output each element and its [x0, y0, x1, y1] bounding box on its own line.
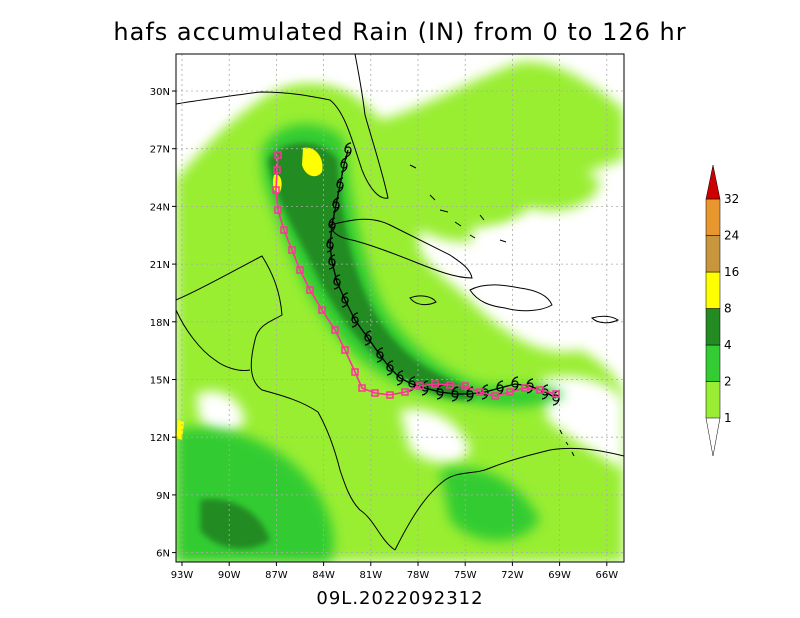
map-title: hafs accumulated Rain (IN) from 0 to 126… — [113, 18, 687, 46]
forecast-square-marker — [416, 382, 424, 390]
lat-tick-label: 24N — [150, 202, 170, 213]
lon-tick-label: 90W — [218, 570, 241, 581]
colorbar-segment — [705, 344, 721, 382]
forecast-square-marker — [446, 381, 454, 389]
colorbar-segment — [705, 235, 721, 273]
forecast-square-marker — [536, 386, 544, 394]
lon-tick-label: 69W — [548, 570, 571, 581]
latitude-axis: 30N 27N 24N 21N 18N 15N 12N 9N 6N — [150, 87, 176, 560]
lon-tick-label: 75W — [454, 570, 477, 581]
lat-tick-label: 30N — [150, 87, 170, 98]
hurricane-symbol-marker — [386, 360, 394, 376]
lon-tick-label: 66W — [595, 570, 618, 581]
lat-tick-label: 9N — [156, 491, 170, 502]
forecast-square-marker — [341, 346, 349, 354]
lat-tick-label: 27N — [150, 145, 170, 156]
colorbar-max-arrow — [705, 164, 721, 200]
lon-tick-label: 87W — [265, 570, 288, 581]
colorbar-segment — [705, 308, 721, 346]
hurricane-symbol-marker — [466, 386, 474, 402]
colorbar-label: 1 — [724, 411, 732, 425]
hurricane-symbol-marker — [333, 274, 341, 290]
map-frame — [175, 53, 625, 563]
colorbar-label: 16 — [724, 265, 739, 279]
colorbar-label: 8 — [724, 302, 732, 316]
forecast-square-marker — [272, 186, 280, 194]
hurricane-symbol-marker — [326, 237, 334, 253]
colorbar-label: 24 — [724, 229, 739, 243]
lon-tick-label: 93W — [171, 570, 194, 581]
forecast-square-marker — [274, 151, 282, 159]
colorbar-segment — [705, 271, 721, 309]
forecast-square-marker — [306, 286, 314, 294]
forecast-square-marker — [274, 206, 282, 214]
hurricane-symbol-marker — [376, 347, 384, 363]
forecast-square-marker — [461, 382, 469, 390]
lon-tick-label: 81W — [359, 570, 382, 581]
rainfall-shading — [176, 54, 624, 562]
lat-tick-label: 6N — [156, 549, 170, 560]
no-rain-areas — [176, 60, 624, 470]
hurricane-symbol-marker — [332, 197, 340, 213]
hurricane-symbol-marker — [328, 217, 336, 233]
forecast-track — [272, 151, 560, 400]
lon-tick-label: 84W — [312, 570, 335, 581]
hurricane-symbol-marker — [396, 370, 404, 386]
hurricane-symbol-marker — [481, 384, 489, 400]
observed-track — [326, 142, 560, 406]
lat-tick-label: 15N — [150, 376, 170, 387]
forecast-square-marker — [521, 384, 529, 392]
storm-id-label: 09L.2022092312 — [316, 588, 484, 609]
lon-tick-label: 72W — [501, 570, 524, 581]
forecast-square-marker — [288, 246, 296, 254]
hurricane-symbol-marker — [344, 142, 352, 158]
colorbar-min-arrow — [705, 417, 721, 457]
forecast-square-marker — [506, 388, 514, 396]
hurricane-symbol-marker — [336, 177, 344, 193]
coastlines — [176, 54, 624, 551]
colorbar-label: 2 — [724, 375, 732, 389]
forecast-square-marker — [273, 166, 281, 174]
colorbar-label: 32 — [724, 192, 739, 206]
hurricane-symbol-marker — [451, 386, 459, 402]
forecast-square-marker — [296, 266, 304, 274]
hurricane-symbol-marker — [328, 254, 336, 270]
lat-tick-label: 21N — [150, 260, 170, 271]
forecast-square-marker — [351, 368, 359, 376]
forecast-square-marker — [331, 326, 339, 334]
colorbar-segment — [705, 381, 721, 419]
forecast-square-marker — [476, 388, 484, 396]
hurricane-symbol-marker — [341, 292, 349, 308]
lon-tick-label: 78W — [407, 570, 430, 581]
forecast-square-marker — [318, 306, 326, 314]
forecast-square-marker — [280, 226, 288, 234]
rain-4-8-in — [200, 143, 473, 549]
lat-tick-label: 18N — [150, 318, 170, 329]
longitude-axis: 93W 90W 87W 84W 81W 78W 75W 72W 69W 66W — [171, 562, 618, 581]
forecast-square-marker — [358, 384, 366, 392]
forecast-square-marker — [552, 390, 560, 398]
lat-tick-label: 12N — [150, 433, 170, 444]
hurricane-symbol-marker — [364, 330, 372, 346]
hurricane-symbol-marker — [340, 157, 348, 173]
colorbar-segment — [705, 198, 721, 236]
forecast-square-marker — [371, 389, 379, 397]
colorbar-label: 4 — [724, 338, 732, 352]
forecast-square-marker — [386, 391, 394, 399]
hurricane-symbol-marker — [351, 312, 359, 328]
forecast-square-marker — [431, 380, 439, 388]
forecast-square-marker — [491, 392, 499, 400]
forecast-square-marker — [401, 388, 409, 396]
